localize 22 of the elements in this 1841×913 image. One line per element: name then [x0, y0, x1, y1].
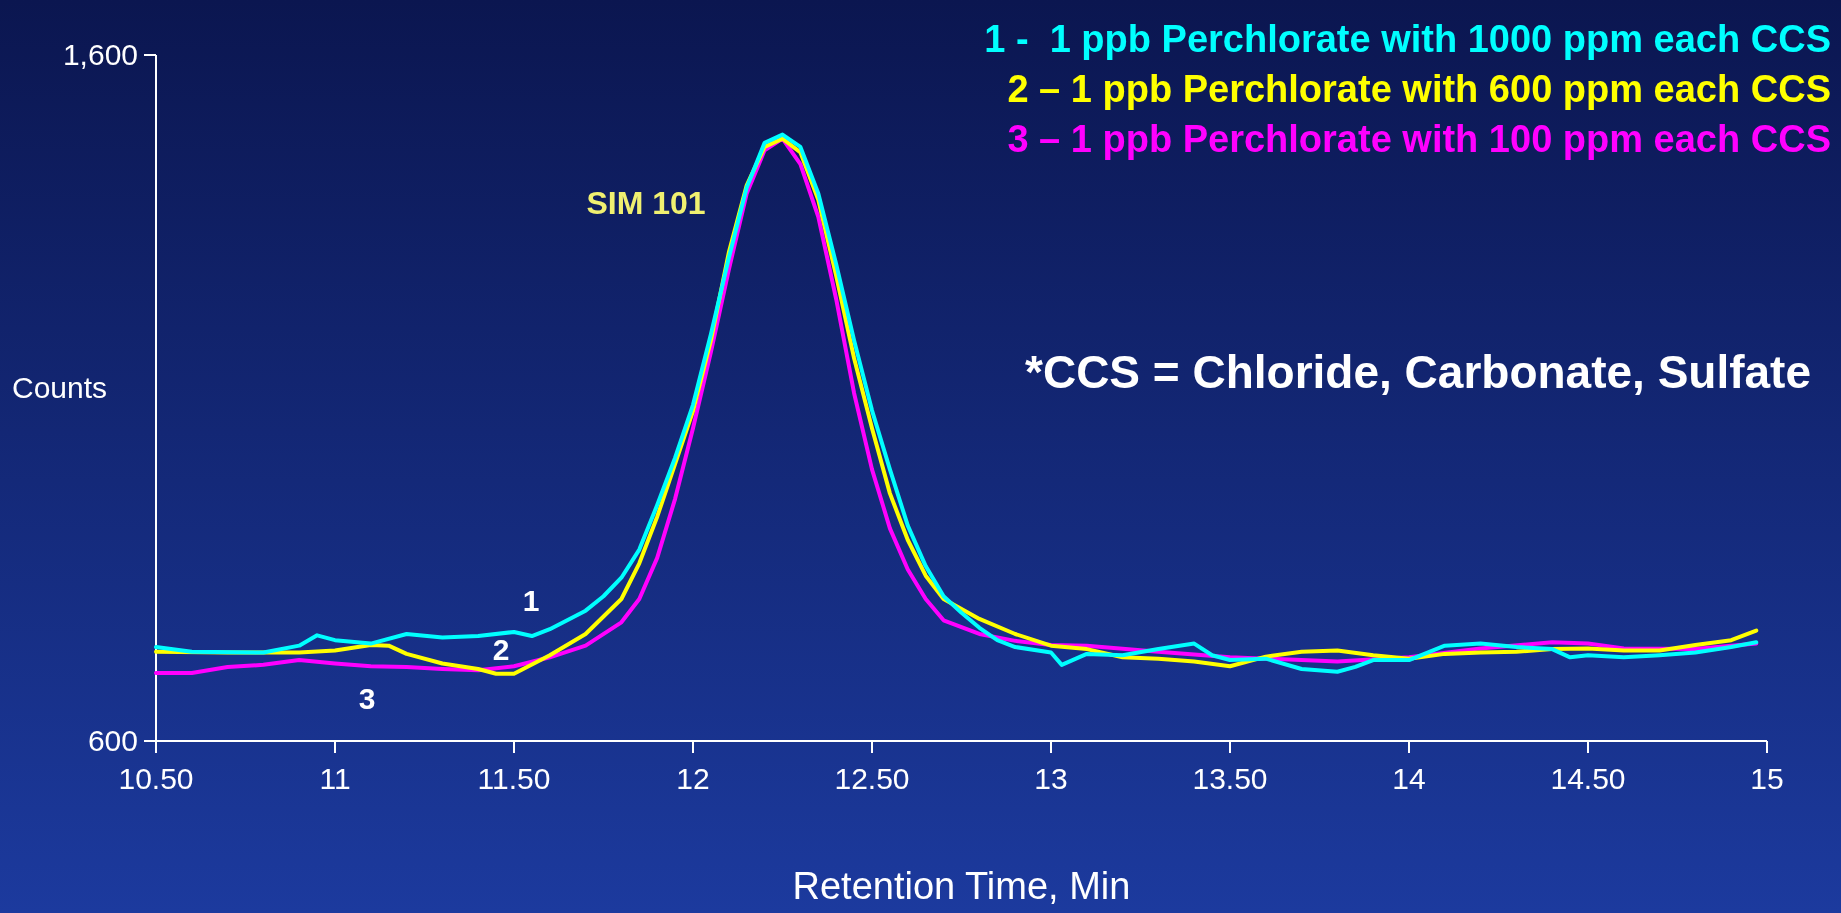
x-tick-label: 15	[1750, 762, 1784, 795]
x-tick-label: 12.50	[834, 762, 910, 795]
x-tick-label: 12	[676, 762, 710, 795]
x-tick-label: 11.50	[477, 762, 551, 795]
annotation: 1	[522, 584, 540, 617]
y-tick-label: 600	[87, 724, 138, 757]
x-tick-label: 14.50	[1550, 762, 1626, 795]
x-tick-label: 10.50	[118, 762, 194, 795]
annotation: SIM 101	[586, 185, 706, 221]
x-tick-label: 13.50	[1192, 762, 1268, 795]
text: 2 – 1 ppb Perchlorate with 600 ppm each CCS	[1007, 68, 1831, 110]
y-tick-label: 1,600	[62, 38, 138, 71]
x-tick-label: 14	[1392, 762, 1426, 795]
x-axis-title: Retention Time, Min	[792, 865, 1131, 907]
annotation: *CCS = Chloride, Carbonate, Sulfate	[1025, 346, 1811, 398]
x-tick-label: 11	[319, 762, 351, 795]
annotation: 3	[358, 682, 376, 715]
text: 3 – 1 ppb Perchlorate with 100 ppm each CCS	[1007, 118, 1831, 160]
x-tick-label: 13	[1034, 762, 1068, 795]
y-axis-title: Counts	[12, 371, 108, 404]
annotation: 2	[492, 633, 510, 666]
text: 1 - 1 ppb Perchlorate with 1000 ppm each CCS	[984, 18, 1831, 60]
